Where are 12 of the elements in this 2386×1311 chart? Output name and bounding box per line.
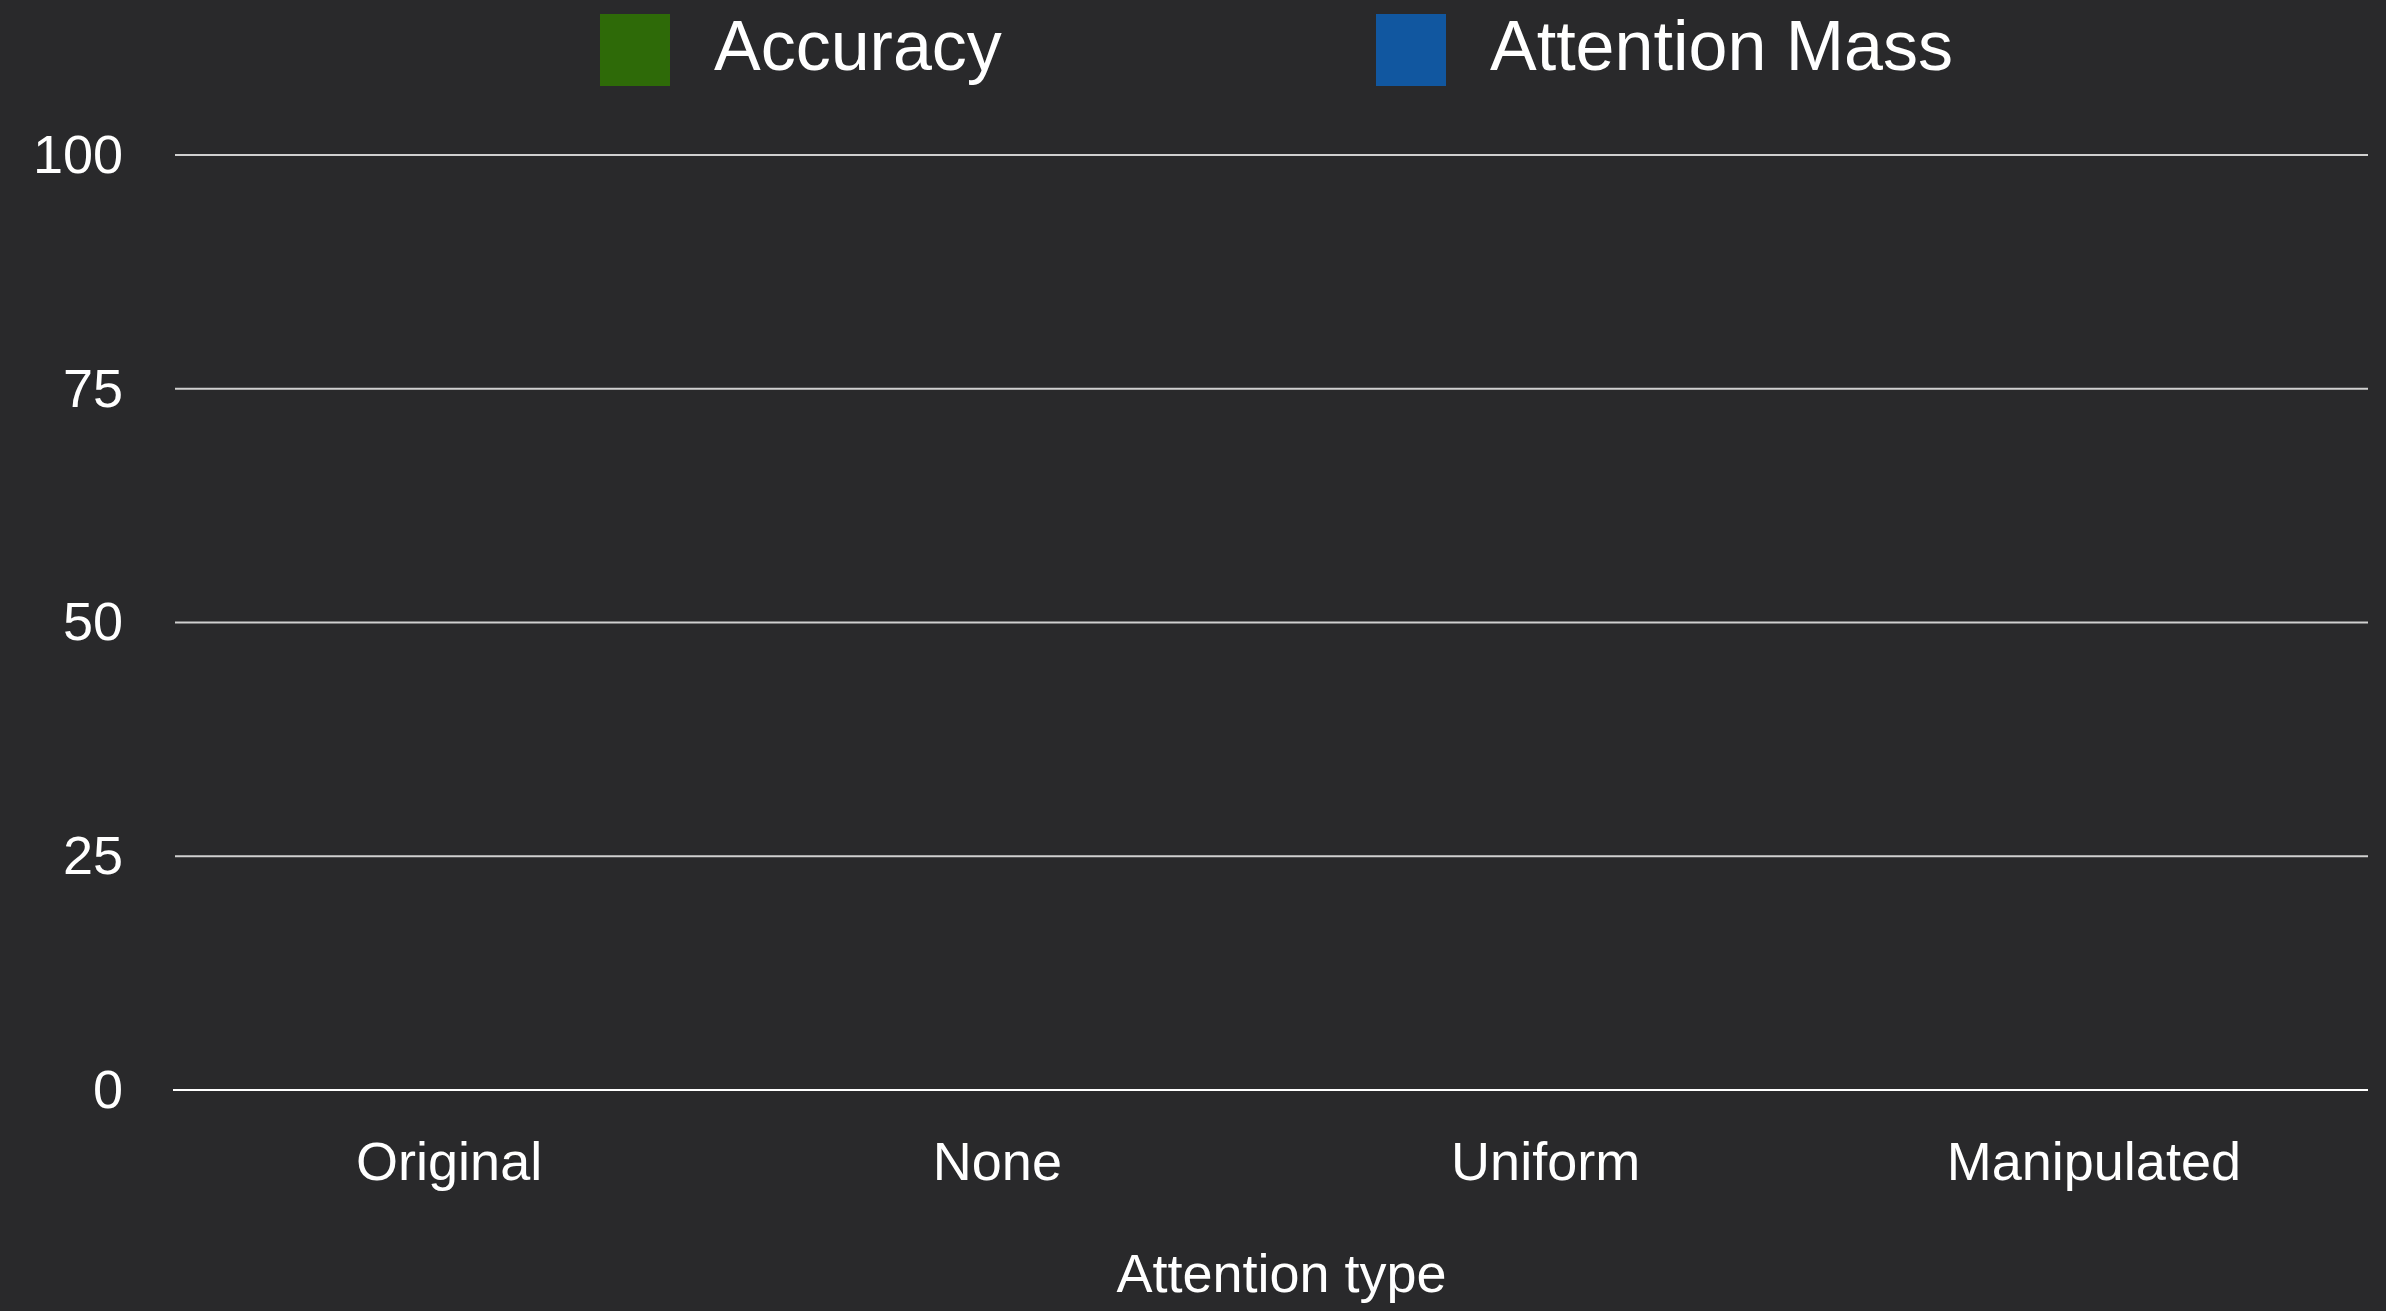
x-tick-label: Original	[356, 1131, 543, 1192]
legend-label: Attention Mass	[1490, 7, 1953, 85]
y-tick-label: 50	[62, 591, 123, 652]
legend-label: Accuracy	[714, 7, 1002, 85]
y-tick-label: 100	[32, 123, 123, 184]
x-tick-label: Uniform	[1451, 1131, 1641, 1192]
y-tick-label: 0	[92, 1058, 123, 1119]
x-tick-label: Manipulated	[1946, 1131, 2241, 1192]
y-tick-label: 75	[62, 357, 123, 418]
y-tick-label: 25	[62, 825, 123, 886]
x-tick-label: None	[932, 1131, 1062, 1192]
x-axis-title: Attention type	[1116, 1243, 1447, 1303]
